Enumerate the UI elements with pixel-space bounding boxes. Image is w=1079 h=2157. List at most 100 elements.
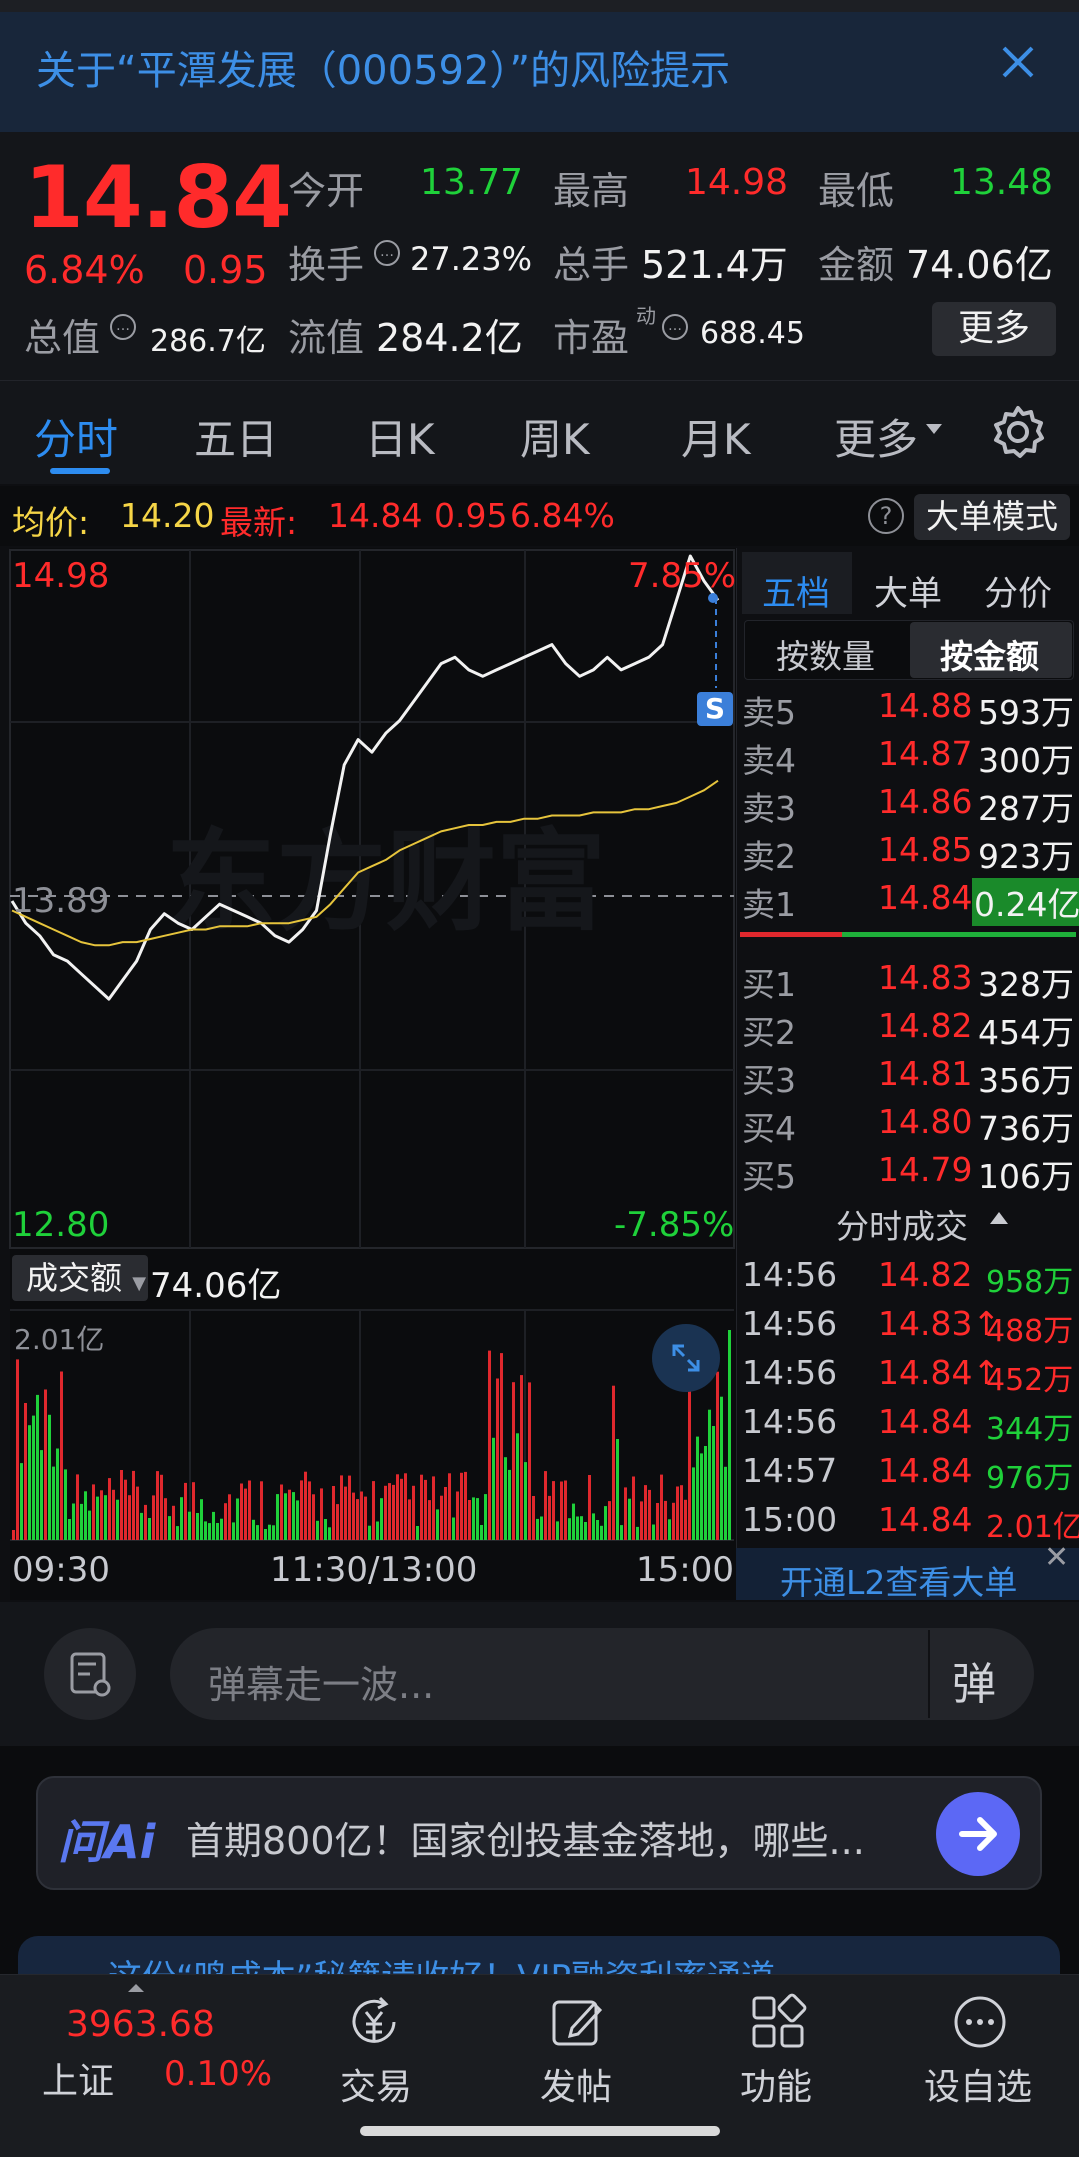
intraday-chart[interactable]: 东方财富 [0,548,736,1600]
amount-label: 金额 [818,243,895,287]
expand-icon[interactable] [652,1324,720,1392]
ai-prompt-text[interactable]: 首期800亿！国家创投基金落地，哪些... [186,1819,865,1863]
volume-axis-max: 2.01亿 [14,1323,105,1356]
index-change-pct[interactable]: 0.10% [164,2054,273,2094]
volume-bar [328,1527,331,1540]
sell-ratio-bar [740,932,842,937]
volume-bar [516,1433,519,1540]
big-order-mode-button[interactable]: 大单模式 [914,494,1070,540]
volume-bar [640,1501,643,1540]
volume-bar [152,1495,155,1540]
by-quantity-option[interactable]: 按数量 [776,637,875,676]
volume-bar [404,1473,407,1540]
volume-bar [72,1503,75,1540]
more-dots-icon[interactable] [950,1992,1010,2052]
buy-level-volume: 106万 [978,1157,1074,1196]
ticks-title[interactable]: 分时成交 [836,1207,968,1246]
last-price: 14.84 [24,148,292,248]
nav-add-watchlist[interactable]: 设自选 [924,2067,1033,2108]
tab-weekly-k[interactable]: 周K [520,415,590,464]
ai-prompt-box[interactable] [36,1776,1042,1890]
gear-icon[interactable] [990,404,1046,460]
buy-level-price: 14.81 [878,1054,973,1093]
volume-bar [368,1525,371,1540]
sell-marker-dot [708,593,718,603]
volume-bar [304,1471,307,1540]
volume-bar [724,1466,727,1540]
volume-bar [728,1330,731,1540]
tab-monthly-k[interactable]: 月K [681,415,751,464]
volume-bar [688,1389,691,1540]
danmu-input[interactable] [170,1628,1034,1720]
risk-banner-text[interactable]: 关于“平潭发展（000592）”的风险提示 [36,48,731,94]
tick-volume: 2.01亿 [986,1510,1079,1545]
volume-bar [168,1516,171,1540]
index-value[interactable]: 3963.68 [66,2004,215,2045]
nav-trade[interactable]: 交易 [340,2067,413,2108]
risk-banner[interactable] [0,12,1079,132]
volume-bar [684,1499,687,1540]
volume-bar [560,1481,563,1540]
volume-bar [120,1470,123,1540]
divider [928,1630,930,1718]
volume-bar [264,1529,267,1540]
volume-bar [452,1517,455,1540]
tab-big-orders[interactable]: 大单 [874,574,942,614]
volume-bar [672,1502,675,1540]
info-icon[interactable]: … [374,240,400,266]
volume-bar [568,1518,571,1540]
grid-apps-icon[interactable] [748,1992,808,2052]
sell-signal-marker[interactable]: S [697,692,733,726]
volume-bar [160,1474,163,1540]
volume-bar [68,1519,71,1540]
tab-five-day[interactable]: 五日 [194,415,279,464]
latest-price-label: 最新: [220,503,298,542]
latest-change-pct: 6.84% [510,496,615,535]
volume-bar [188,1511,191,1540]
close-icon[interactable] [998,42,1038,82]
help-icon[interactable]: ? [868,498,904,534]
sell-level-volume: 593万 [978,693,1074,732]
by-amount-option[interactable]: 按金额 [940,637,1039,676]
volume-indicator-select[interactable]: 成交额 ▼ [12,1255,148,1301]
volume-bar [392,1484,395,1540]
more-button[interactable]: 更多 [932,302,1056,356]
tick-time: 14:57 [742,1451,838,1490]
pe-value: 688.45 [700,316,805,351]
edit-post-icon[interactable] [546,1992,606,2052]
tab-daily-k[interactable]: 日K [365,415,435,464]
volume-bar [680,1485,683,1540]
close-icon[interactable]: ✕ [1044,1540,1070,1575]
tab-intraday[interactable]: 分时 [34,415,119,464]
nav-functions[interactable]: 功能 [740,2067,813,2108]
yuan-exchange-icon[interactable] [344,1992,404,2052]
volume-bar [524,1462,527,1540]
tab-price-distribution[interactable]: 分价 [984,574,1052,614]
latest-change: 0.95 [434,496,508,535]
volume-bar [56,1448,59,1540]
volume-bar [24,1403,27,1540]
tab-five-levels[interactable]: 五档 [762,574,830,614]
danmu-toggle-button[interactable]: 弹 [952,1659,996,1710]
nav-post[interactable]: 发帖 [540,2067,613,2108]
volume-bar [324,1519,327,1540]
average-line [11,779,719,947]
l2-promo-bar[interactable] [736,1548,1079,1600]
sell-level-label: 卖4 [742,741,796,780]
volume-bar [292,1492,295,1540]
arrow-right-icon[interactable] [936,1792,1020,1876]
volume-bar [100,1490,103,1540]
danmu-settings-icon[interactable] [44,1628,136,1720]
info-icon[interactable]: … [662,314,688,340]
index-name[interactable]: 上证 [42,2061,115,2102]
latest-price-value: 14.84 [328,496,423,535]
l2-promo-text[interactable]: 开通L2查看大单 [780,1563,1018,1602]
danmu-placeholder[interactable]: 弹幕走一波... [208,1663,435,1707]
info-icon[interactable]: … [110,314,136,340]
tab-more[interactable]: 更多 [834,415,919,464]
volume-bar [244,1488,247,1540]
volume-bar [532,1496,535,1540]
volume-bar [484,1494,487,1540]
low-label: 最低 [818,169,895,213]
sell-level-label: 卖2 [742,837,796,876]
